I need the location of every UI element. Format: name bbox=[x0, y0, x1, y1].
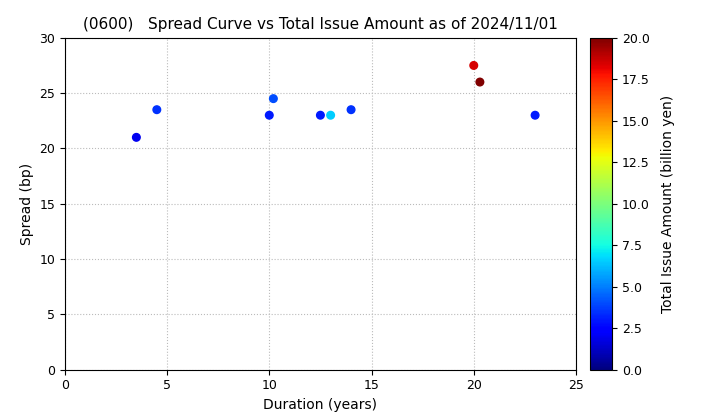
Point bbox=[268, 95, 279, 102]
X-axis label: Duration (years): Duration (years) bbox=[264, 398, 377, 412]
Point bbox=[315, 112, 326, 118]
Y-axis label: Total Issue Amount (billion yen): Total Issue Amount (billion yen) bbox=[661, 94, 675, 313]
Point bbox=[529, 112, 541, 118]
Title: (0600)   Spread Curve vs Total Issue Amount as of 2024/11/01: (0600) Spread Curve vs Total Issue Amoun… bbox=[83, 18, 558, 32]
Point bbox=[325, 112, 336, 118]
Point bbox=[474, 79, 486, 85]
Point bbox=[468, 62, 480, 69]
Point bbox=[264, 112, 275, 118]
Point bbox=[130, 134, 142, 141]
Point bbox=[346, 106, 357, 113]
Point bbox=[151, 106, 163, 113]
Y-axis label: Spread (bp): Spread (bp) bbox=[19, 163, 34, 245]
